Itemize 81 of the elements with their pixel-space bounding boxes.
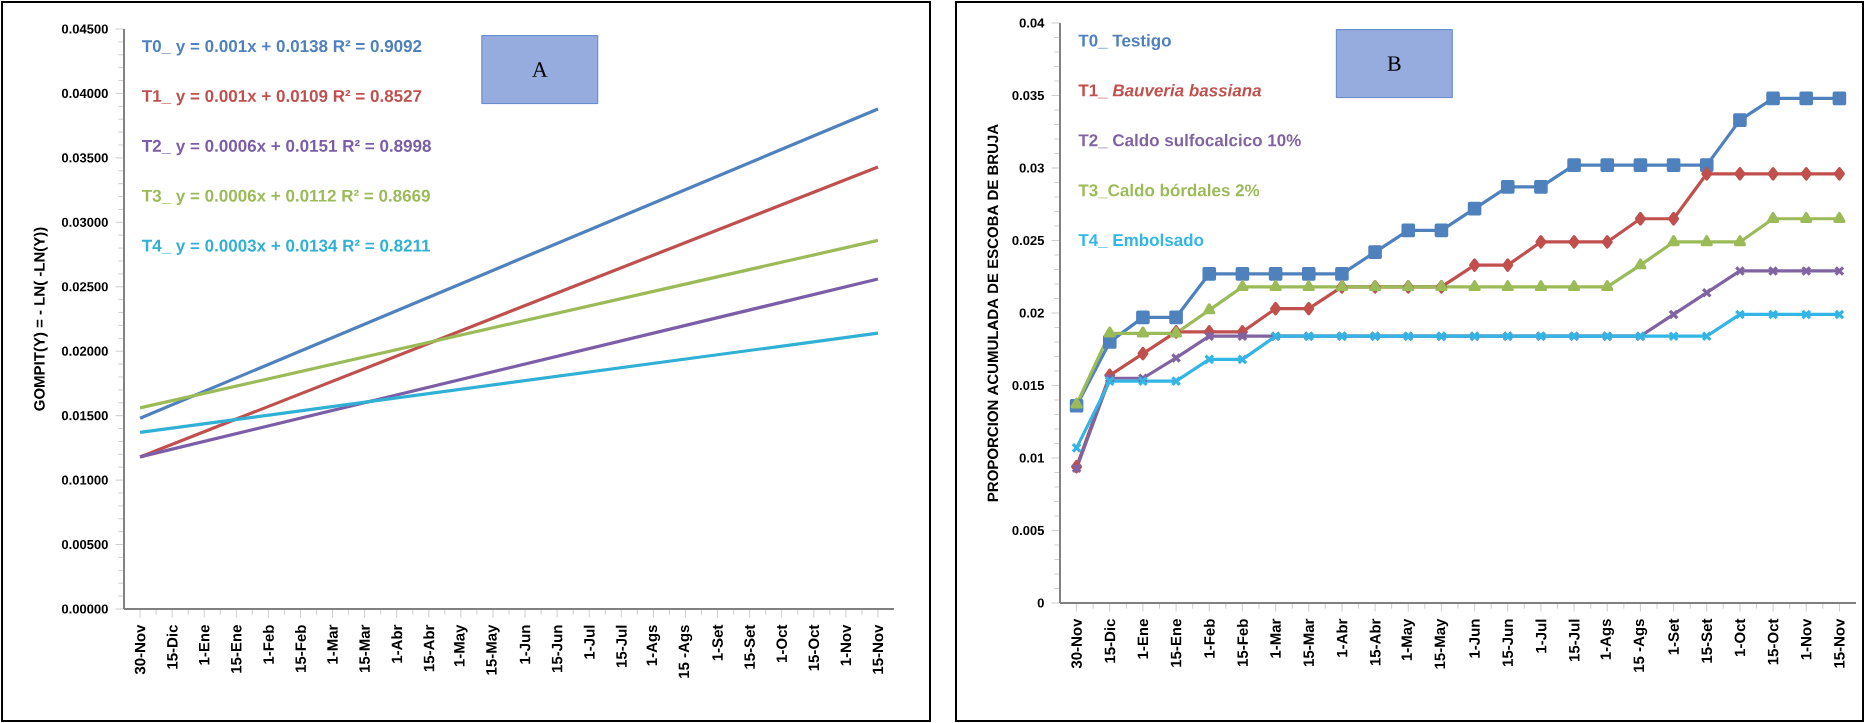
x-tick-label: 1-Set <box>712 624 723 661</box>
y-tick-label: 0.015 <box>1012 380 1045 391</box>
x-tick-label: 15-Abr <box>423 624 435 672</box>
x-tick-label: 15-Nov <box>872 624 884 674</box>
y-tick-label: 0.00500 <box>61 539 108 550</box>
text: T2_ Caldo sulfocalcico 10% <box>1078 133 1301 149</box>
x-tick-label: 1-May <box>1401 618 1415 661</box>
y-tick-label: 0.02 <box>1019 308 1044 318</box>
y-tick-label: 0 <box>1037 598 1044 608</box>
y-tick-label: 0.025 <box>1012 235 1045 246</box>
x-tick-label: 15-Jun <box>1502 619 1513 666</box>
y-tick-label: 0.01 <box>1019 453 1045 463</box>
text: T1_ Bauveria bassiana <box>1078 83 1262 99</box>
x-tick-label: 1-Jun <box>519 625 531 664</box>
x-tick-label: 15-May <box>1434 618 1449 669</box>
y-tick-label: 0.005 <box>1012 525 1045 536</box>
text: T3_ y = 0.0006x + 0.0112 R² = 0.8669 <box>142 189 430 206</box>
x-tick-label: 15-Mar <box>359 624 370 672</box>
y-axis-title: GOMPIT(Y) = - LN( -LN(Y)) <box>33 227 48 411</box>
x-tick-label: 30-Nov <box>134 624 146 675</box>
annotation: A <box>532 62 548 77</box>
x-tick-label: 1-Jul <box>583 625 595 659</box>
y-axis-title: PROPORCION ACUMULADA DE ESCOBA DE BRUJA <box>987 124 999 502</box>
y-tick-label: 0.04500 <box>61 24 108 34</box>
x-tick-label: 15-Abr <box>1369 618 1381 666</box>
text: T1_ y = 0.001x + 0.0109 R² = 0.8527 <box>142 89 422 106</box>
y-tick-label: 0.03000 <box>61 217 108 227</box>
x-tick-label: 1-Jun <box>1469 619 1480 658</box>
x-tick-label: 1-May <box>454 624 468 667</box>
y-tick-label: 0.03500 <box>61 153 108 163</box>
y-tick-label: 0.01000 <box>61 475 108 485</box>
x-tick-label: 1-Feb <box>1203 619 1215 658</box>
x-tick-label: 30-Nov <box>1071 618 1082 669</box>
y-tick-label: 0.01500 <box>61 411 108 421</box>
text: T2_ y = 0.0006x + 0.0151 R² = 0.8998 <box>142 139 431 156</box>
text: T0_ y = 0.001x + 0.0138 R² = 0.9092 <box>142 40 422 56</box>
x-tick-label: 1-Mar <box>1270 618 1281 658</box>
x-tick-label: 15-Dic <box>166 625 178 669</box>
text: T4_ y = 0.0003x + 0.0134 R² = 0.8211 <box>142 239 431 255</box>
y-tick-label: 0.04000 <box>61 88 108 99</box>
x-tick-label: 1-Set <box>1668 618 1679 655</box>
x-tick-label: 1-Ene <box>1137 619 1149 659</box>
x-tick-label: 1-Abr <box>391 624 403 663</box>
text: T0_ Testigo <box>1078 34 1171 51</box>
x-tick-label: 1-Nov <box>840 624 852 666</box>
x-tick-label: 15-Set <box>1701 618 1713 663</box>
x-tick-label: 1-Feb <box>262 625 274 664</box>
x-tick-label: 1-Nov <box>1801 618 1812 660</box>
y-tick-label: 0.02000 <box>61 346 108 356</box>
x-tick-label: 1-Abr <box>1336 618 1348 657</box>
x-tick-label: 15-Jul <box>1568 619 1580 661</box>
y-tick-label: 0.03 <box>1019 163 1044 173</box>
x-tick-label: 1-Ags <box>1600 619 1614 660</box>
x-tick-label: 1-Mar <box>327 624 338 664</box>
x-tick-label: 1-Jul <box>1535 619 1547 653</box>
text: T3_Caldo bórdales 2% <box>1078 183 1260 199</box>
y-tick-label: 0.035 <box>1012 90 1045 101</box>
y-tick-label: 0.00000 <box>61 604 108 614</box>
annotation: B <box>1387 56 1401 71</box>
x-tick-label: 1-Ene <box>198 625 210 665</box>
x-tick-label: 15-Jul <box>615 625 627 667</box>
y-tick-label: 0.02500 <box>61 282 108 292</box>
x-tick-label: 1-Oct <box>1734 618 1746 656</box>
x-tick-label: 15-Ene <box>1170 619 1182 667</box>
x-tick-label: 15-Feb <box>1236 619 1248 666</box>
x-tick-label: 15-Set <box>744 624 755 669</box>
x-tick-label: 15-May <box>486 624 500 675</box>
x-tick-label: 15-Jun <box>551 625 563 672</box>
x-tick-label: 15-Ene <box>231 625 242 673</box>
x-tick-label: 15-Feb <box>294 625 306 672</box>
x-tick-label: 1-Oct <box>776 624 788 662</box>
x-tick-label: 15 -Ags <box>1633 619 1648 672</box>
x-tick-label: 15-Mar <box>1303 618 1314 666</box>
x-tick-label: 15-Oct <box>1767 618 1779 665</box>
x-tick-label: 1-Ags <box>646 625 661 666</box>
x-tick-label: 15 -Ags <box>678 625 693 678</box>
x-tick-label: 15-Dic <box>1104 619 1116 663</box>
y-tick-label: 0.04 <box>1019 18 1045 28</box>
text: T4_ Embolsado <box>1078 233 1204 248</box>
x-tick-label: 15-Oct <box>808 624 820 671</box>
x-tick-label: 15-Nov <box>1834 618 1845 668</box>
